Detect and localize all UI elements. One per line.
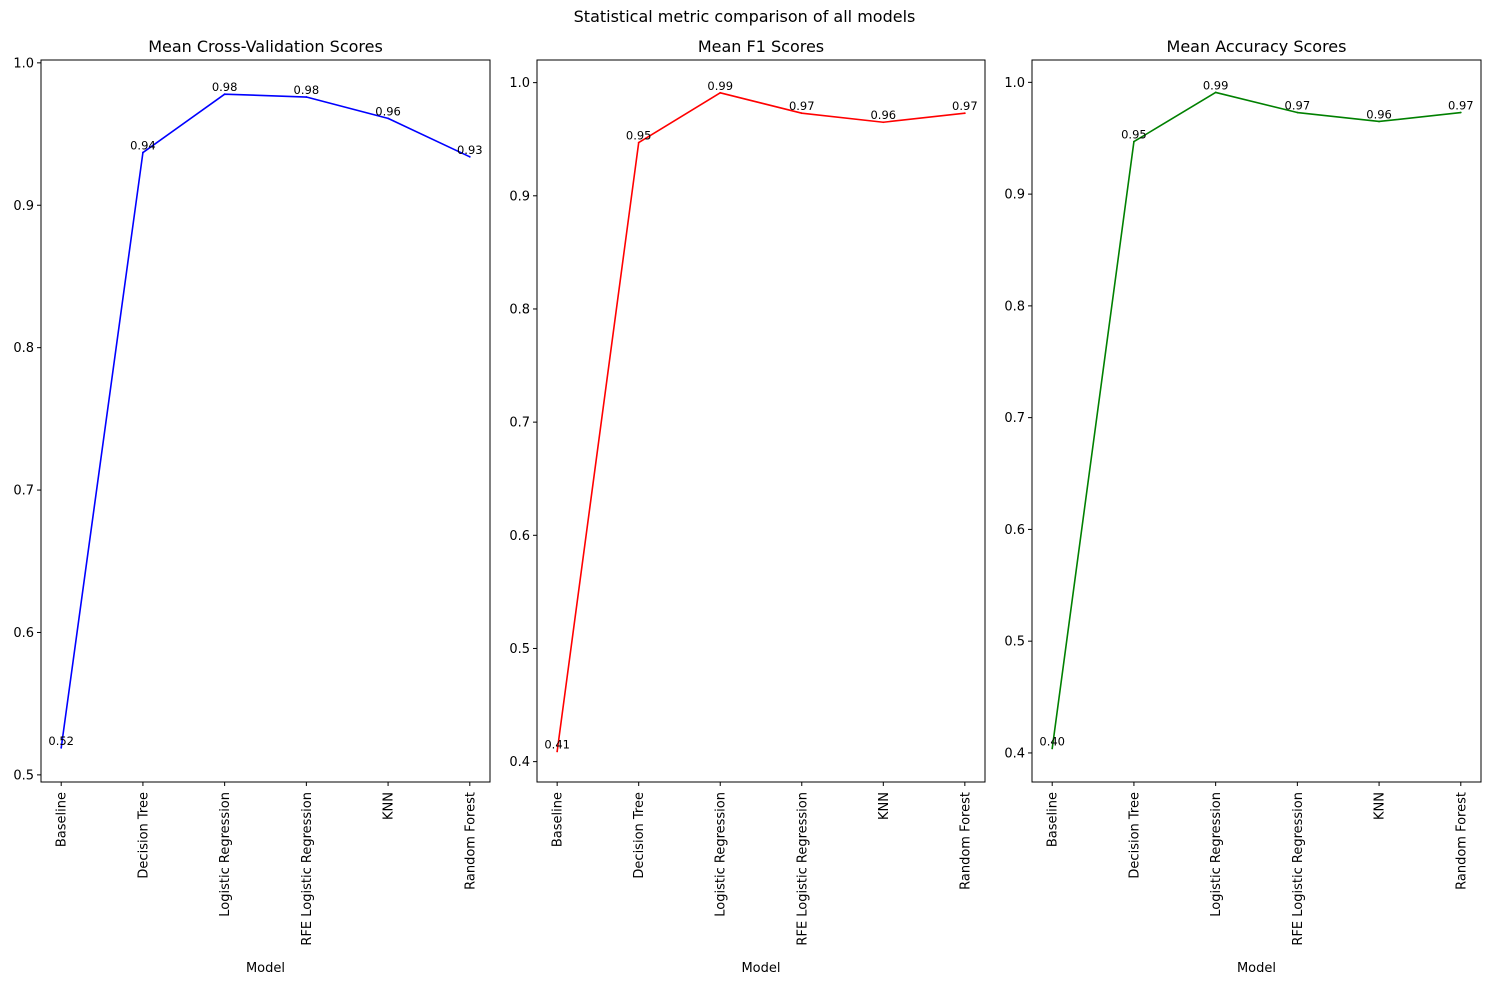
y-tick-label: 0.7 <box>509 416 530 431</box>
data-point <box>1133 140 1135 143</box>
y-tick-label: 0.5 <box>509 642 530 657</box>
x-tick-label: RFE Logistic Regression <box>795 792 810 946</box>
data-point <box>1051 747 1054 750</box>
x-tick-label: Random Forest <box>1454 792 1469 890</box>
y-tick-label: 0.7 <box>1004 411 1025 426</box>
data-label: 0.97 <box>1448 99 1474 113</box>
y-tick-label: 0.9 <box>509 189 530 204</box>
y-tick-label: 0.4 <box>1004 746 1025 761</box>
data-point <box>637 141 640 144</box>
subplot-title: Mean Cross-Validation Scores <box>148 37 383 56</box>
y-tick-label: 0.6 <box>509 529 530 544</box>
x-axis-label: Model <box>246 961 285 976</box>
data-point <box>223 93 226 96</box>
data-label: 0.96 <box>870 108 896 122</box>
data-label: 0.40 <box>1039 734 1065 748</box>
data-point <box>142 151 144 154</box>
data-point <box>1378 120 1380 123</box>
y-tick-label: 0.5 <box>13 768 34 783</box>
data-point <box>1459 111 1462 114</box>
y-tick-label: 1.0 <box>1004 76 1025 91</box>
x-tick-label: Decision Tree <box>1127 792 1142 879</box>
data-label: 0.96 <box>375 104 401 118</box>
x-tick-label: RFE Logistic Regression <box>300 792 315 946</box>
data-label: 0.99 <box>1203 78 1229 92</box>
subplot-title: Mean F1 Scores <box>698 37 824 56</box>
y-tick-label: 1.0 <box>509 76 530 91</box>
data-label: 0.99 <box>707 79 733 93</box>
data-point <box>60 746 63 749</box>
y-tick-label: 0.8 <box>1004 299 1025 314</box>
data-label: 0.98 <box>294 83 320 97</box>
x-tick-label: Random Forest <box>463 792 478 890</box>
x-tick-label: Decision Tree <box>136 792 151 879</box>
data-point <box>882 121 885 124</box>
x-tick-label: Random Forest <box>958 792 973 890</box>
data-point <box>387 117 389 120</box>
axes-frame <box>40 59 491 783</box>
data-label: 0.97 <box>1285 99 1311 113</box>
x-tick-label: KNN <box>382 792 397 820</box>
y-tick-label: 0.8 <box>509 302 530 317</box>
x-tick-label: Baseline <box>1046 792 1061 847</box>
y-tick-label: 0.9 <box>1004 188 1025 203</box>
data-point <box>305 96 308 98</box>
series-line <box>1051 91 1461 749</box>
data-label: 0.52 <box>48 734 74 748</box>
y-tick-label: 1.0 <box>13 56 34 71</box>
series-line <box>60 93 471 748</box>
y-tick-label: 0.4 <box>509 755 530 770</box>
data-point <box>963 112 966 115</box>
subplot-title: Mean Accuracy Scores <box>1167 37 1347 56</box>
x-tick-label: KNN <box>877 792 892 820</box>
subplot-3: Mean Accuracy Scores 0.4 0.5 0.6 0.7 0.8 0.9 1.… <box>1004 37 1482 976</box>
data-label: 0.98 <box>212 80 238 94</box>
y-tick-label: 0.9 <box>13 199 34 214</box>
data-point <box>1296 111 1299 114</box>
subplot-1: Mean Cross-Validation Scores 0.5 0.6 0.7 0.8… <box>13 37 491 976</box>
series-line <box>556 92 965 752</box>
data-label: 0.94 <box>130 139 156 153</box>
y-tick-label: 0.7 <box>13 484 34 499</box>
subplot-2: Mean F1 Scores 0.4 0.5 0.6 0.7 0.8 0.9 1.0 Basel… <box>509 37 986 976</box>
figure-title: Statistical metric comparison of all mod… <box>573 7 916 26</box>
data-label: 0.97 <box>789 99 815 113</box>
x-tick-label: KNN <box>1373 792 1388 820</box>
data-point <box>468 155 471 158</box>
data-point <box>556 750 559 753</box>
x-axis-label: Model <box>741 961 780 976</box>
y-tick-label: 0.6 <box>13 626 34 641</box>
y-tick-label: 0.5 <box>1004 635 1025 650</box>
data-label: 0.96 <box>1366 107 1392 121</box>
data-label: 0.41 <box>544 737 570 751</box>
x-tick-label: RFE Logistic Regression <box>1291 792 1306 946</box>
data-point <box>1214 91 1217 94</box>
x-tick-label: Logistic Regression <box>1209 792 1224 917</box>
x-tick-label: Baseline <box>55 792 70 847</box>
x-tick-label: Logistic Regression <box>218 792 233 917</box>
x-tick-label: Baseline <box>551 792 566 847</box>
data-point <box>719 91 722 94</box>
data-label: 0.95 <box>1121 128 1147 142</box>
x-tick-label: Decision Tree <box>632 792 647 879</box>
data-point <box>800 112 803 115</box>
data-label: 0.95 <box>626 129 652 143</box>
x-tick-label: Logistic Regression <box>714 792 729 917</box>
data-label: 0.93 <box>457 143 483 157</box>
y-tick-label: 0.8 <box>13 341 34 356</box>
x-axis-label: Model <box>1237 961 1276 976</box>
axes-frame <box>1031 59 1482 783</box>
axes-frame <box>536 59 986 783</box>
y-tick-label: 0.6 <box>1004 523 1025 538</box>
data-label: 0.97 <box>952 99 978 113</box>
